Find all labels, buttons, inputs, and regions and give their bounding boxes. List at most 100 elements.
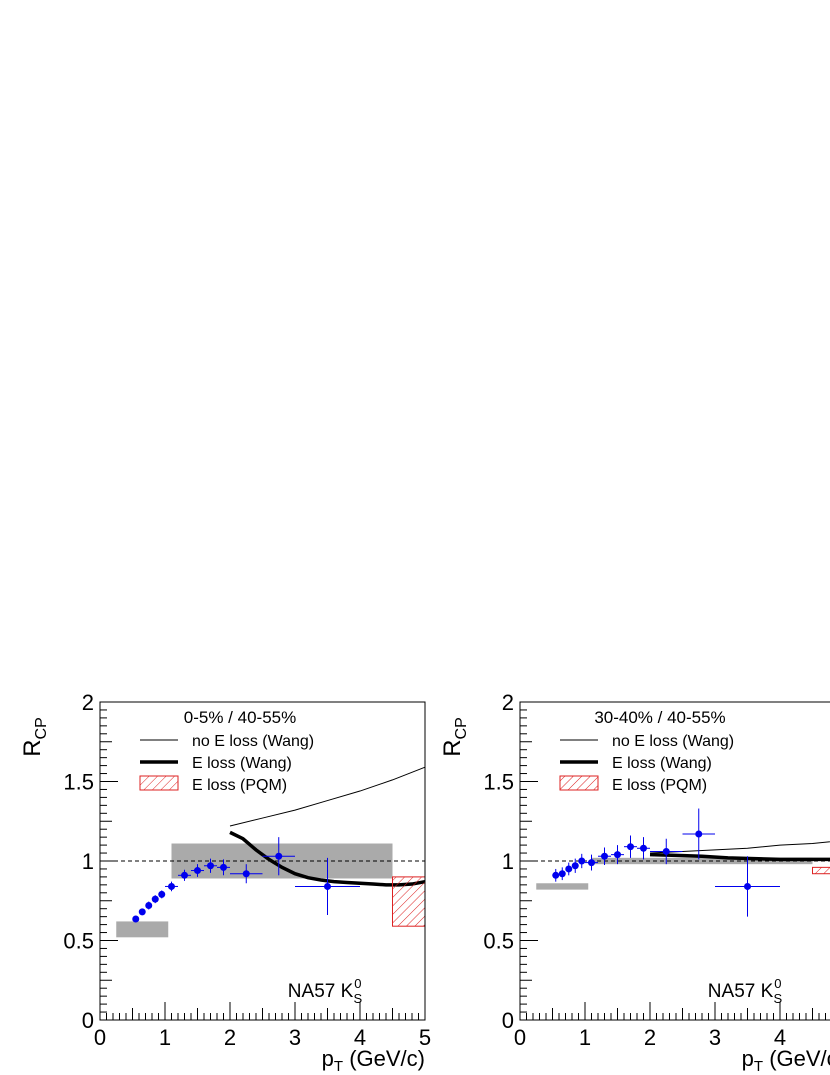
data-point [217,859,230,876]
data-point [598,847,611,865]
data-marker [695,830,703,838]
y-tick-label: 1 [82,849,94,874]
data-marker [207,862,214,870]
x-tick-label: 1 [159,1025,171,1050]
legend-title: 0-5% / 40-55% [184,708,296,727]
legend: 30-40% / 40-55% no E loss (Wang) E loss (W… [559,708,734,794]
legend-title: 30-40% / 40-55% [594,708,725,727]
x-tick-label: 2 [644,1025,656,1050]
y-tick-label: 1.5 [483,770,514,795]
x-tick-label: 4 [354,1025,366,1050]
x-tick-label: 3 [289,1025,301,1050]
data-marker [220,863,227,871]
data-marker [614,851,621,859]
data-point [682,808,715,860]
y-tick-label: 0.5 [483,929,514,954]
data-marker [552,871,560,879]
x-tick-label: 0 [514,1025,526,1050]
data-marker [601,852,608,860]
data-marker [578,857,586,865]
data-point [578,853,586,869]
legend-entry: E loss (PQM) [612,777,707,794]
data-point [151,895,159,904]
data-point [585,854,598,871]
data-point [191,864,204,877]
y-tick-label: 0.5 [63,929,94,954]
data-marker [132,915,140,923]
data-marker [242,870,250,878]
x-tick-label: 5 [419,1025,431,1050]
legend-entry: E loss (Wang) [612,755,712,772]
data-marker [588,859,595,867]
x-tick-label: 4 [774,1025,786,1050]
y-axis-title: RCP [439,717,470,757]
y-tick-label: 2 [82,690,94,715]
legend-entry: E loss (PQM) [192,777,287,794]
data-point [204,858,217,873]
systematic-box [116,921,169,938]
x-tick-label: 1 [579,1025,591,1050]
data-point [611,845,624,865]
y-tick-label: 1.5 [63,770,94,795]
pqm-band [812,866,830,875]
y-axis: 0 0.5 1 1.5 2 [483,690,538,1033]
data-point [565,862,573,876]
legend-swatch-pqm [139,775,179,791]
data-marker [181,871,188,879]
data-point [145,901,153,910]
data-marker [662,847,670,855]
x-tick-label: 3 [709,1025,721,1050]
data-point [158,890,166,899]
data-marker [194,867,201,875]
e-loss-wang-curve [649,852,830,862]
data-marker [571,862,579,870]
legend-swatch-pqm [559,775,599,791]
legend-entry: no E loss (Wang) [612,733,734,750]
y-tick-label: 0 [82,1008,94,1033]
x-axis: 0 1 2 3 4 5 [94,1002,431,1050]
y-tick-label: 2 [502,690,514,715]
y-axis-title: RCP [19,717,50,757]
data-marker [138,908,146,916]
data-point [552,868,560,882]
data-point [650,838,683,865]
y-tick-label: 1 [502,849,514,874]
data-point [178,869,191,881]
data-point [132,915,140,923]
data-marker [565,865,573,873]
data-point [624,835,637,858]
x-axis-title: pT (GeV/c) [742,1046,830,1075]
legend-entry: no E loss (Wang) [192,733,314,750]
legend-entry: E loss (Wang) [192,755,292,772]
data-marker [640,844,647,852]
data-point [637,837,650,860]
x-tick-label: 2 [224,1025,236,1050]
data-marker [145,902,153,910]
data-marker [275,852,283,860]
pqm-band [392,876,426,927]
data-point [262,837,295,876]
data-marker [324,882,331,890]
data-point [138,908,146,916]
data-point [165,881,178,892]
data-point [715,856,780,917]
no-e-loss-wang-curve [229,766,426,827]
data-point [230,864,263,884]
y-axis: 0 0.5 1 1.5 2 [63,690,118,1033]
x-tick-label: 0 [94,1025,106,1050]
systematic-box [536,883,589,890]
data-marker [744,882,751,890]
chart-panel-1: 0 1 2 3 4 5 0 0.5 1 1.5 2 RCP pT (GeV/c) 0-5% / 40-55… [19,690,431,1075]
na57-annotation: NA57 K0 S [288,976,363,1006]
legend: 0-5% / 40-55% no E loss (Wang) E loss (Wan… [139,708,314,794]
data-point [295,857,360,916]
data-marker [151,895,159,903]
x-axis-title: pT (GeV/c) [322,1046,425,1075]
data-point [558,867,566,881]
data-marker [558,870,566,878]
na57-annotation: NA57 K0 S [708,976,783,1006]
data-marker [168,882,175,890]
